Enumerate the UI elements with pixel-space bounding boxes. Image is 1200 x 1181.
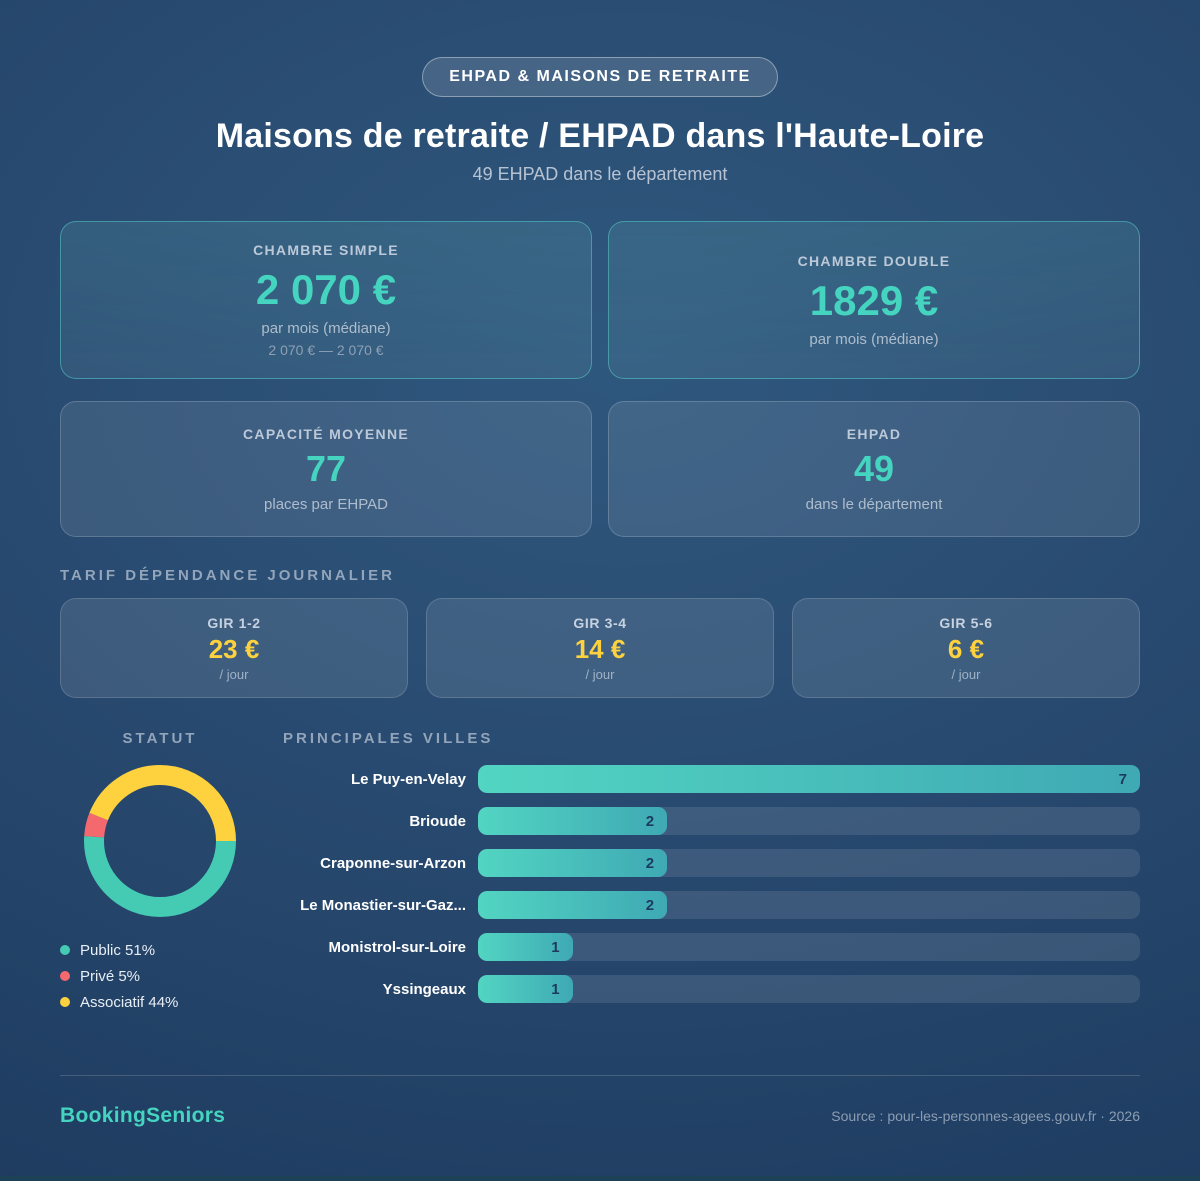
bar-fill: 2 [478,891,668,919]
card-value: 1829 € [809,276,939,324]
card-value: 49 [853,447,895,489]
card-range: 2 070 € — 2 070 € [268,342,384,358]
gir-value: 23 € [208,633,260,664]
card-value: 2 070 € [255,266,397,313]
stats-grid: CHAMBRE SIMPLE 2 070 € par mois (médiane… [60,221,1140,537]
tarif-section-title: TARIF DÉPENDANCE JOURNALIER [60,567,395,584]
villes-chart: PRINCIPALES VILLES Le Puy-en-Velay 7 Briou… [283,730,1140,1003]
bar-value: 1 [551,980,560,998]
card-value: 77 [305,447,347,489]
villes-bars: Le Puy-en-Velay 7 Brioude 2 Craponne-sur-Arz… [283,765,1140,1003]
bar-row: Le Monastier-sur-Gaz... 2 [283,891,1140,919]
statut-chart-title: STATUT [122,730,198,747]
bar-label: Brioude [409,812,466,830]
bar-row: Monistrol-sur-Loire 1 [283,933,1140,961]
gir-label: GIR 5-6 [939,614,993,631]
legend-dot [60,945,70,955]
card-chambre-simple: CHAMBRE SIMPLE 2 070 € par mois (médiane… [60,221,592,379]
bar-value: 2 [645,896,655,914]
legend-item-privé: Privé 5% [60,963,260,989]
card-sub: places par EHPAD [264,495,388,513]
page-subtitle: 49 EHPAD dans le département [472,164,728,184]
badge-row: EHPAD & MAISONS DE RETRAITE [60,0,1140,97]
card-sub: par mois (médiane) [261,320,391,337]
source-text: Source : pour-les-personnes-agees.gouv.f… [831,1108,1140,1124]
gir-label: GIR 3-4 [573,614,627,631]
charts-row: STATUT Public 51% Privé 5% Associatif 44% … [60,730,1140,1015]
bar-value: 2 [645,812,655,830]
bar-row: Le Puy-en-Velay 7 [283,765,1140,793]
footer: BookingSeniors Source : pour-les-personn… [60,1075,1140,1128]
card-sub: dans le département [805,495,943,513]
gir-unit: / jour [219,666,249,682]
bar-fill: 2 [478,807,668,835]
gir-grid: GIR 1-2 23 € / jour GIR 3-4 14 € / jour … [60,598,1140,698]
gir-card-1-2: GIR 1-2 23 € / jour [60,598,408,698]
card-label: CAPACITÉ MOYENNE [243,425,409,442]
bar-fill: 1 [478,933,573,961]
category-badge: EHPAD & MAISONS DE RETRAITE [422,57,778,97]
bar-row: Brioude 2 [283,807,1140,835]
donut-wrap [60,765,260,917]
bar-value: 7 [1118,770,1127,788]
bar-fill: 2 [478,849,668,877]
bar-track: 7 [478,765,1140,793]
bar-track: 2 [478,807,1140,835]
statut-chart: STATUT Public 51% Privé 5% Associatif 44% [60,730,260,1015]
bar-track: 1 [478,975,1140,1003]
gir-value: 6 € [947,633,985,664]
card-sub: par mois (médiane) [809,330,939,348]
legend-dot [60,997,70,1007]
bar-fill: 7 [478,765,1140,793]
villes-chart-title: PRINCIPALES VILLES [283,730,494,747]
card-ehpad-count: EHPAD 49 dans le département [608,401,1140,537]
bottom-accent-strip [0,1176,1200,1181]
legend-dot [60,971,70,981]
bar-fill: 1 [478,975,573,1003]
card-label: CHAMBRE SIMPLE [253,242,399,258]
legend-item-associatif: Associatif 44% [60,989,260,1015]
bar-value: 1 [551,938,560,956]
statut-donut [84,765,236,917]
gir-unit: / jour [585,666,615,682]
bar-value: 2 [645,854,655,872]
gir-card-3-4: GIR 3-4 14 € / jour [426,598,774,698]
legend-label: Associatif 44% [80,993,179,1011]
page-title: Maisons de retraite / EHPAD dans l'Haute… [215,117,985,155]
gir-card-5-6: GIR 5-6 6 € / jour [792,598,1140,698]
bar-label: Le Monastier-sur-Gaz... [300,896,466,914]
bar-track: 2 [478,849,1140,877]
donut-segment-associatif [84,765,236,917]
bar-label: Le Puy-en-Velay [350,770,466,788]
gir-value: 14 € [574,633,626,664]
legend-label: Privé 5% [80,967,141,985]
bar-label: Craponne-sur-Arzon [320,854,466,872]
card-label: CHAMBRE DOUBLE [797,252,951,269]
bar-label: Yssingeaux [382,980,466,998]
brand-logo: BookingSeniors [60,1104,226,1127]
gir-unit: / jour [951,666,981,682]
bar-track: 2 [478,891,1140,919]
card-capacite-moyenne: CAPACITÉ MOYENNE 77 places par EHPAD [60,401,592,537]
gir-label: GIR 1-2 [207,614,261,631]
statut-legend: Public 51% Privé 5% Associatif 44% [60,937,260,1015]
bar-row: Yssingeaux 1 [283,975,1140,1003]
bar-label: Monistrol-sur-Loire [328,938,467,956]
card-label: EHPAD [846,425,902,442]
legend-label: Public 51% [80,941,156,959]
card-chambre-double: CHAMBRE DOUBLE 1829 € par mois (médiane) [608,221,1140,379]
legend-item-public: Public 51% [60,937,260,963]
bar-row: Craponne-sur-Arzon 2 [283,849,1140,877]
bar-track: 1 [478,933,1140,961]
